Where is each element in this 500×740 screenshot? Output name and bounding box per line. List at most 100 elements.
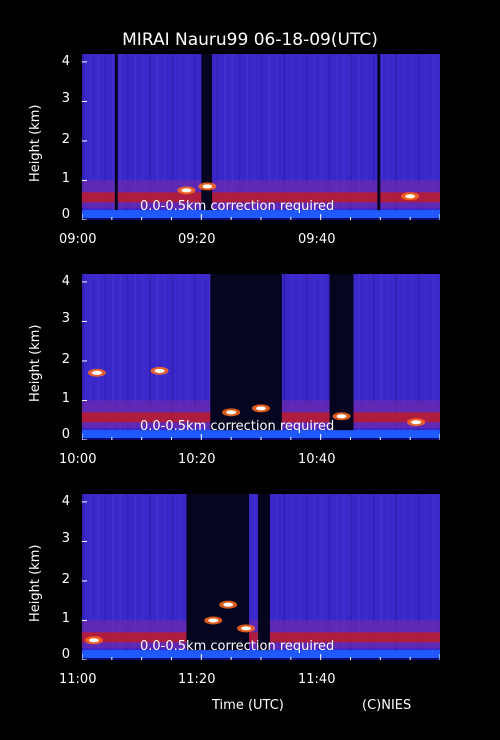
texture-streak	[396, 274, 398, 440]
texture-streak	[208, 274, 210, 440]
texture-streak	[82, 54, 84, 220]
texture-streak	[97, 494, 99, 660]
texture-streak	[157, 274, 159, 440]
texture-streak	[171, 494, 173, 660]
texture-streak	[202, 274, 203, 440]
texture-streak	[90, 274, 92, 440]
texture-streak	[358, 274, 360, 440]
texture-streak	[246, 54, 248, 220]
texture-streak	[157, 494, 158, 660]
texture-streak	[150, 494, 152, 660]
texture-streak	[112, 54, 113, 220]
texture-streak	[328, 54, 330, 220]
texture-streak	[283, 274, 285, 440]
texture-streak	[366, 274, 368, 440]
cloud-feature-core	[181, 188, 192, 193]
x-tick: 11:00	[59, 672, 97, 687]
texture-streak	[343, 54, 345, 220]
texture-streak	[321, 494, 323, 660]
texture-streak	[134, 494, 136, 660]
texture-streak	[112, 54, 114, 220]
texture-streak	[119, 274, 121, 440]
texture-streak	[194, 54, 196, 220]
texture-streak	[97, 54, 99, 220]
texture-streak	[417, 494, 419, 660]
texture-streak	[156, 274, 158, 440]
texture-streak	[350, 54, 352, 220]
texture-streak	[298, 494, 300, 660]
dark-gap	[377, 54, 381, 211]
texture-streak	[380, 54, 382, 220]
texture-streak	[268, 54, 270, 220]
texture-streak	[306, 274, 308, 440]
texture-streak	[365, 54, 367, 220]
texture-streak	[276, 54, 278, 220]
texture-streak	[335, 54, 337, 220]
texture-streak	[157, 494, 159, 660]
y-tick: 0	[61, 207, 70, 222]
texture-streak	[373, 494, 375, 660]
texture-streak	[201, 274, 203, 440]
lidar-panel-2: Height (km) 0.0-0.5km correction require…	[0, 274, 500, 494]
texture-streak	[224, 54, 226, 220]
texture-streak	[306, 494, 308, 660]
cloud-feature-core	[202, 184, 213, 189]
texture-streak	[157, 54, 158, 220]
texture-streak	[396, 494, 398, 660]
texture-streak	[373, 54, 375, 220]
texture-streak	[343, 54, 345, 220]
texture-streak	[254, 54, 256, 220]
y-tick: 2	[61, 572, 70, 587]
texture-streak	[127, 274, 129, 440]
texture-streak	[284, 54, 286, 220]
texture-streak	[433, 54, 435, 220]
heatmap-svg-2	[82, 274, 440, 440]
texture-streak	[321, 54, 323, 220]
cloud-feature-core	[411, 420, 422, 425]
texture-streak	[216, 54, 218, 220]
texture-streak	[417, 274, 419, 440]
texture-streak	[134, 54, 136, 220]
texture-streak	[343, 494, 345, 660]
texture-streak	[164, 274, 166, 440]
correction-note: 0.0-0.5km correction required	[140, 199, 335, 214]
texture-streak	[380, 54, 382, 220]
texture-streak	[358, 54, 360, 220]
y-tick: 3	[61, 91, 70, 106]
texture-streak	[403, 274, 405, 440]
texture-streak	[149, 54, 151, 220]
texture-streak	[231, 54, 233, 220]
texture-streak	[149, 54, 151, 220]
texture-streak	[104, 274, 106, 440]
texture-streak	[358, 274, 360, 440]
texture-streak	[246, 54, 248, 220]
texture-streak	[253, 54, 255, 220]
texture-streak	[82, 274, 84, 440]
texture-streak	[298, 54, 300, 220]
texture-streak	[164, 494, 166, 660]
texture-streak	[283, 54, 285, 220]
texture-streak	[298, 274, 300, 440]
texture-streak	[418, 274, 420, 440]
texture-streak	[380, 494, 382, 660]
texture-streak	[432, 54, 434, 220]
dark-gap	[329, 274, 354, 431]
texture-streak	[381, 494, 383, 660]
texture-streak	[97, 494, 98, 660]
texture-streak	[142, 274, 144, 440]
texture-streak	[187, 274, 189, 440]
texture-streak	[417, 54, 419, 220]
texture-streak	[127, 274, 128, 440]
texture-streak	[149, 274, 151, 440]
texture-streak	[351, 494, 353, 660]
texture-streak	[247, 54, 248, 220]
texture-streak	[358, 54, 360, 220]
texture-streak	[432, 274, 434, 440]
texture-streak	[209, 274, 211, 440]
texture-streak	[171, 54, 173, 220]
texture-streak	[156, 494, 158, 660]
x-tick: 10:20	[178, 452, 216, 467]
texture-streak	[269, 54, 271, 220]
texture-streak	[403, 54, 405, 220]
texture-streak	[320, 54, 322, 220]
